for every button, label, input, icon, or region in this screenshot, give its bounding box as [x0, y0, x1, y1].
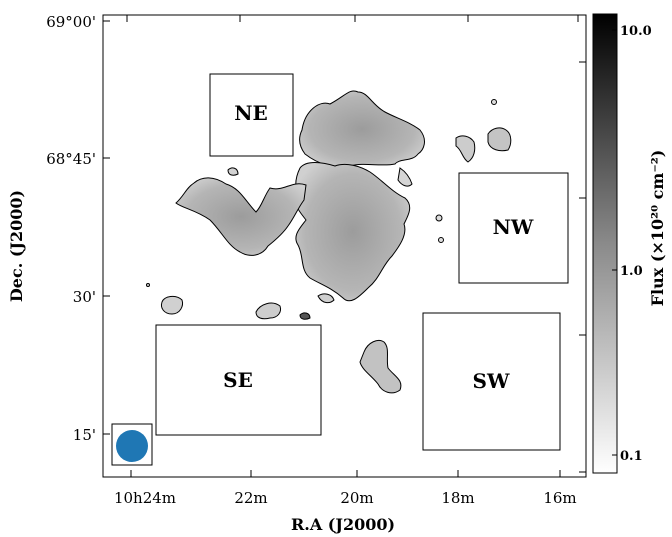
- cloud-clump-east: [455, 135, 476, 163]
- cloud-clump-small-b: [299, 312, 311, 320]
- axis-ticks: [103, 15, 586, 477]
- colorbar-tick-label-01: 0.1: [620, 449, 643, 464]
- x-tick-label-4: 18m: [441, 489, 474, 507]
- colorbar-tick-label-1: 1.0: [620, 264, 643, 279]
- region-label-se: SE: [223, 368, 253, 392]
- region-label-nw: NW: [493, 215, 534, 239]
- x-tick-label-5: 16m: [543, 489, 576, 507]
- region-label-ne: NE: [234, 101, 268, 125]
- region-label-sw: SW: [473, 369, 510, 393]
- cloud-clump-small-a: [227, 167, 239, 176]
- cloud-east-tail: [397, 167, 413, 187]
- region-box-se: [155, 324, 322, 436]
- cloud-clump-southwest-a: [255, 302, 281, 320]
- y-axis-title: Dec. (J2000): [7, 190, 26, 302]
- y-tick-label-4: 15': [73, 426, 96, 444]
- beam-circle: [116, 430, 148, 462]
- region-box-sw: [422, 312, 561, 451]
- x-tick-label-3: 20m: [340, 489, 373, 507]
- cloud-clump-southwest-b: [317, 293, 335, 304]
- x-axis-title: R.A (J2000): [291, 515, 395, 534]
- cloud-clump-south: [359, 339, 402, 394]
- cloud-clump-far-east: [487, 127, 512, 152]
- cloud-speck-b: [438, 237, 444, 243]
- region-boxes: NE NW SE SW: [155, 73, 569, 451]
- region-box-nw: [458, 172, 569, 284]
- cloud-speck-d: [146, 283, 150, 287]
- cloud-clump-west: [161, 295, 183, 315]
- colorbar-tick-label-10: 10.0: [620, 24, 652, 39]
- cloud-central-body: [295, 162, 411, 302]
- y-tick-label-2: 68°45': [46, 150, 96, 168]
- colorbar-gradient: [592, 13, 618, 474]
- y-tick-label-1: 69°00': [46, 13, 96, 31]
- x-tick-label-2: 22m: [234, 489, 267, 507]
- hi-emission: [146, 90, 512, 394]
- cloud-western-arm: [175, 177, 307, 256]
- region-box-ne: [209, 73, 294, 157]
- x-tick-label-1: 10h24m: [114, 489, 176, 507]
- colorbar: 10.0 1.0 0.1 Flux (×10²⁰ cm⁻²): [592, 13, 667, 474]
- cloud-speck-c: [491, 99, 497, 105]
- y-tick-label-3: 30': [73, 288, 96, 306]
- colorbar-title: Flux (×10²⁰ cm⁻²): [648, 150, 667, 307]
- cloud-speck-a: [435, 214, 443, 222]
